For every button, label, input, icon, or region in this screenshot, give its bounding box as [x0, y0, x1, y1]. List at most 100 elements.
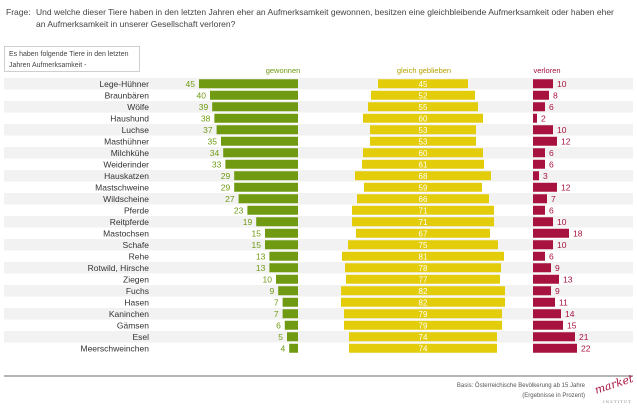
bar-verloren — [533, 332, 575, 342]
value-label-gleich: 61 — [419, 160, 428, 169]
bar-verloren — [533, 205, 545, 215]
bar-gewonnen — [265, 228, 298, 238]
bar-gleich — [352, 205, 494, 215]
value-label-gewonnen: 4 — [280, 343, 285, 353]
value-label-gewonnen: 15 — [252, 240, 262, 250]
category-label: Wildscheine — [103, 194, 149, 204]
bar-gleich — [371, 90, 475, 100]
bar-gewonnen — [284, 320, 298, 330]
value-label-verloren: 10 — [557, 79, 567, 89]
row-stripe — [4, 193, 633, 205]
bar-gleich — [370, 125, 476, 135]
value-label-verloren: 10 — [557, 240, 567, 250]
value-label-verloren: 22 — [581, 343, 591, 353]
value-label-gewonnen: 38 — [201, 113, 211, 123]
category-label: Kaninchen — [109, 309, 149, 319]
footer-basis: Basis: Österreichische Bevölkerung ab 15… — [456, 383, 585, 389]
bar-gleich — [342, 251, 504, 261]
bar-gewonnen — [276, 274, 298, 284]
value-label-gewonnen: 39 — [199, 102, 209, 112]
category-label: Rotwild, Hirsche — [88, 263, 150, 273]
bar-gewonnen — [199, 79, 298, 89]
value-label-verloren: 7 — [551, 194, 556, 204]
series-label-gewonnen: gewonnen — [266, 66, 301, 75]
value-label-gewonnen: 40 — [197, 90, 207, 100]
value-label-gewonnen: 45 — [186, 79, 196, 89]
bar-gleich — [363, 113, 483, 123]
category-label: Masthühner — [104, 136, 149, 146]
value-label-gleich: 74 — [419, 344, 428, 353]
bar-verloren — [533, 228, 569, 238]
value-label-verloren: 2 — [541, 113, 546, 123]
category-label: Mastochsen — [103, 228, 149, 238]
bar-verloren — [533, 113, 537, 123]
bar-gleich — [345, 263, 501, 273]
series-label-verloren: verloren — [533, 66, 560, 75]
bar-verloren — [533, 125, 553, 135]
value-label-gleich: 78 — [419, 264, 428, 273]
diverging-bar-chart: gewonnen gleich geblieben verloren Lege-Hüh… — [4, 66, 633, 353]
category-label: Milchkühe — [111, 148, 150, 158]
category-label: Weiderinder — [103, 159, 149, 169]
category-label: Haushund — [110, 113, 149, 123]
value-label-gleich: 45 — [419, 80, 428, 89]
value-label-gleich: 74 — [419, 333, 428, 342]
category-label: Esel — [132, 332, 149, 342]
category-label: Wölfe — [127, 102, 149, 112]
bar-gewonnen — [223, 148, 298, 158]
value-label-gewonnen: 9 — [269, 286, 274, 296]
category-label: Hauskatzen — [104, 171, 149, 181]
value-label-gewonnen: 29 — [221, 182, 231, 192]
value-label-verloren: 13 — [563, 274, 573, 284]
value-label-gewonnen: 19 — [243, 217, 253, 227]
bar-gleich — [370, 136, 476, 146]
category-label: Ziegen — [123, 274, 149, 284]
value-label-verloren: 3 — [543, 171, 548, 181]
category-label: Meerschweinchen — [80, 343, 149, 353]
bar-verloren — [533, 320, 563, 330]
bar-gleich — [368, 102, 478, 112]
logo-sub: INSTITUT — [603, 399, 632, 404]
category-label: Gämsen — [117, 320, 149, 330]
bar-verloren — [533, 343, 577, 353]
bar-gleich — [349, 332, 497, 342]
value-label-gleich: 67 — [419, 229, 428, 238]
bar-verloren — [533, 90, 549, 100]
bar-verloren — [533, 274, 559, 284]
bar-verloren — [533, 263, 551, 273]
category-label: Luchse — [122, 125, 150, 135]
bar-gleich — [344, 320, 502, 330]
bar-gewonnen — [210, 90, 298, 100]
bar-gleich — [357, 194, 489, 204]
value-label-verloren: 6 — [549, 102, 554, 112]
bar-gleich — [348, 240, 498, 250]
bar-gleich — [341, 297, 505, 307]
category-label: Fuchs — [126, 286, 149, 296]
bar-verloren — [533, 171, 539, 181]
value-label-gleich: 60 — [419, 114, 428, 123]
footer-detail: (Ergebnisse in Prozent) — [522, 393, 585, 399]
row-stripe — [4, 262, 633, 274]
question-label: Frage: — [6, 7, 31, 17]
value-label-gleich: 60 — [419, 149, 428, 158]
bar-gewonnen — [278, 286, 298, 296]
category-label: Reitpferde — [110, 217, 149, 227]
series-label-gleich: gleich geblieben — [397, 66, 451, 75]
market-logo: market INSTITUT — [593, 372, 635, 408]
value-label-gewonnen: 35 — [208, 136, 218, 146]
bar-gewonnen — [282, 297, 298, 307]
value-label-verloren: 6 — [549, 148, 554, 158]
chart-note: Es haben folgende Tiere in den letzten J… — [4, 46, 140, 72]
value-label-gleich: 75 — [419, 241, 428, 250]
value-label-gewonnen: 13 — [256, 251, 266, 261]
bar-gewonnen — [287, 332, 298, 342]
bar-gewonnen — [289, 343, 298, 353]
footer-divider — [4, 375, 633, 377]
value-label-gleich: 77 — [419, 275, 428, 284]
value-label-verloren: 15 — [567, 320, 577, 330]
value-label-verloren: 14 — [565, 309, 575, 319]
category-label: Braunbären — [105, 90, 150, 100]
bar-gewonnen — [256, 217, 298, 227]
value-label-gewonnen: 5 — [278, 332, 283, 342]
bar-verloren — [533, 297, 555, 307]
